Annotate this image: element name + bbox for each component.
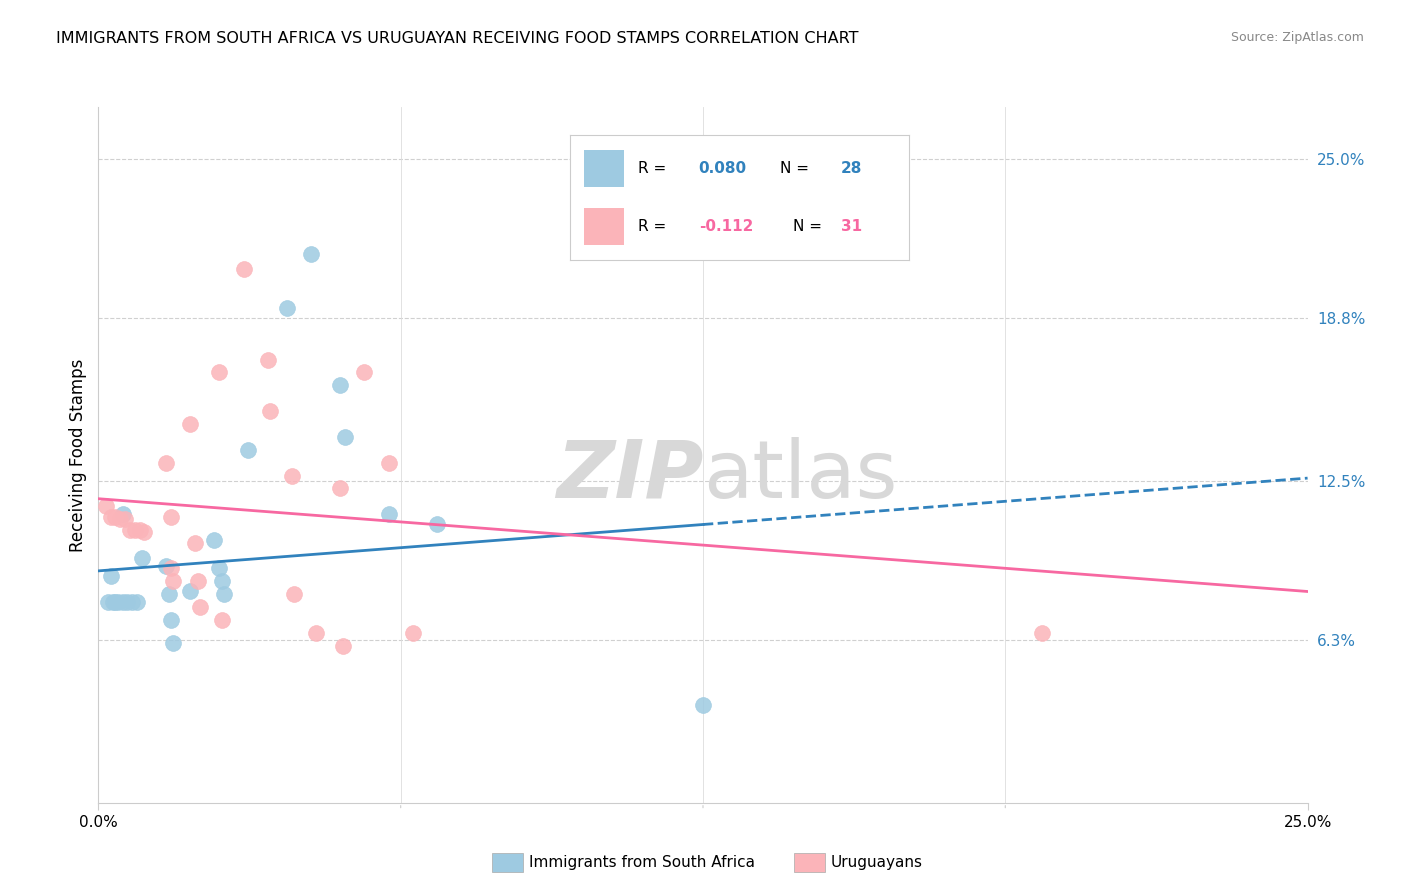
Point [276, 301, 298, 315]
Point [160, 613, 183, 627]
Point [155, 456, 177, 470]
Point [259, 404, 281, 418]
Point [377, 507, 399, 521]
Text: Uruguayans: Uruguayans [831, 855, 922, 870]
Point [212, 587, 235, 601]
Point [1031, 625, 1053, 640]
Point [111, 595, 134, 609]
Point [111, 507, 134, 521]
Point [155, 558, 177, 573]
Point [104, 595, 127, 609]
Point [211, 613, 233, 627]
Point [402, 625, 425, 640]
Point [121, 595, 143, 609]
Point [211, 574, 233, 589]
Text: Immigrants from South Africa: Immigrants from South Africa [529, 855, 755, 870]
Point [299, 247, 322, 261]
Point [157, 587, 180, 601]
Point [128, 523, 150, 537]
Text: ZIP: ZIP [555, 437, 703, 515]
Point [256, 352, 278, 367]
Point [94, 500, 117, 514]
Point [426, 517, 449, 532]
Point [118, 523, 141, 537]
Point [160, 509, 183, 524]
Point [101, 595, 124, 609]
Point [100, 509, 122, 524]
Point [208, 366, 231, 380]
Point [281, 468, 304, 483]
Point [179, 584, 201, 599]
Point [377, 456, 399, 470]
Point [162, 636, 184, 650]
Point [232, 262, 254, 277]
Point [204, 533, 226, 547]
Point [305, 625, 328, 640]
Point [353, 366, 375, 380]
Point [127, 595, 149, 609]
Point [160, 561, 183, 575]
Point [329, 378, 352, 392]
Point [117, 595, 139, 609]
Point [188, 599, 211, 614]
Y-axis label: Receiving Food Stamps: Receiving Food Stamps [69, 359, 87, 551]
Point [332, 639, 354, 653]
Point [131, 551, 153, 566]
Point [333, 430, 356, 444]
Point [97, 595, 120, 609]
Point [179, 417, 201, 431]
Text: atlas: atlas [703, 437, 897, 515]
Point [329, 482, 352, 496]
Point [124, 523, 146, 537]
Point [107, 595, 129, 609]
Point [162, 574, 184, 589]
Point [692, 698, 714, 712]
Point [208, 561, 231, 575]
Point [184, 535, 207, 549]
Point [238, 442, 260, 457]
Point [134, 525, 156, 540]
Point [100, 569, 122, 583]
Point [114, 512, 136, 526]
Text: Source: ZipAtlas.com: Source: ZipAtlas.com [1230, 31, 1364, 45]
Point [104, 509, 127, 524]
Point [108, 512, 131, 526]
Text: IMMIGRANTS FROM SOUTH AFRICA VS URUGUAYAN RECEIVING FOOD STAMPS CORRELATION CHAR: IMMIGRANTS FROM SOUTH AFRICA VS URUGUAYA… [56, 31, 859, 46]
Point [187, 574, 209, 589]
Point [283, 587, 305, 601]
